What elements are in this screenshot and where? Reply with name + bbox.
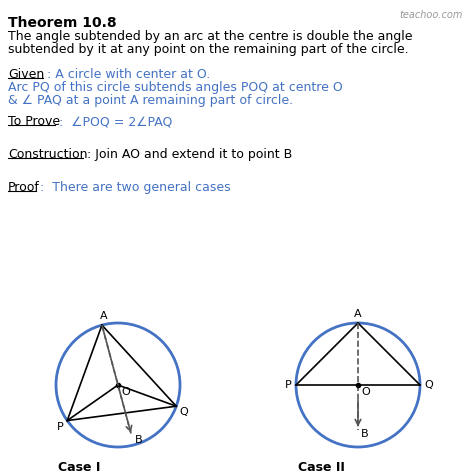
Text: Q: Q [424,380,433,390]
Text: & ∠ PAQ at a point A remaining part of circle.: & ∠ PAQ at a point A remaining part of c… [8,94,293,107]
Text: B: B [135,435,142,445]
Text: To Prove: To Prove [8,115,60,128]
Text: teachoo.com: teachoo.com [400,10,463,20]
Text: : Join AO and extend it to point B: : Join AO and extend it to point B [83,148,292,161]
Text: P: P [285,380,292,390]
Text: O: O [121,387,130,397]
Text: P: P [56,421,63,431]
Text: Arc PQ of this circle subtends angles POQ at centre O: Arc PQ of this circle subtends angles PO… [8,81,343,94]
Text: Given: Given [8,68,44,81]
Text: Construction: Construction [8,148,88,161]
Text: O: O [361,387,370,397]
Text: : A circle with center at O.: : A circle with center at O. [43,68,210,81]
Text: B: B [361,428,369,438]
Text: Q: Q [179,407,188,417]
Text: The angle subtended by an arc at the centre is double the angle: The angle subtended by an arc at the cen… [8,30,412,43]
Text: subtended by it at any point on the remaining part of the circle.: subtended by it at any point on the rema… [8,43,409,56]
Text: A: A [100,311,108,321]
Text: Case I: Case I [58,461,100,474]
Text: :  There are two general cases: : There are two general cases [36,181,231,194]
Text: Theorem 10.8: Theorem 10.8 [8,16,117,30]
Text: Proof: Proof [8,181,40,194]
Text: Case II: Case II [298,461,345,474]
Text: :  ∠POQ = 2∠PAQ: : ∠POQ = 2∠PAQ [55,115,173,128]
Text: A: A [354,309,362,319]
